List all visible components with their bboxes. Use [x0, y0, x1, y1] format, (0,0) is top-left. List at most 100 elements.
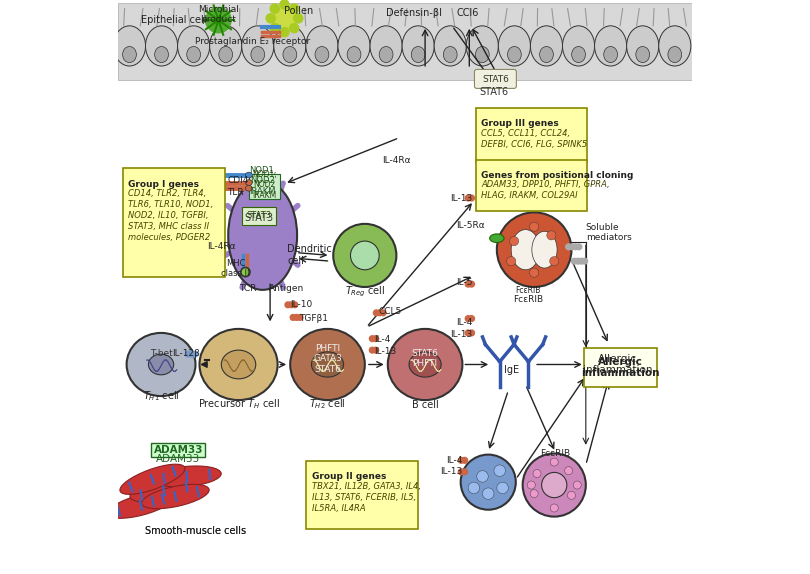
Ellipse shape	[379, 46, 393, 63]
Ellipse shape	[550, 257, 559, 266]
Ellipse shape	[506, 257, 516, 266]
Circle shape	[369, 347, 375, 353]
Text: Pollen: Pollen	[284, 6, 313, 17]
Text: STAT6: STAT6	[482, 75, 509, 84]
Text: Smooth-muscle cells: Smooth-muscle cells	[145, 526, 246, 536]
Text: Smooth-muscle cells: Smooth-muscle cells	[145, 526, 246, 536]
Ellipse shape	[494, 465, 505, 476]
Text: IL-13: IL-13	[374, 347, 397, 356]
Text: Epithelial cell: Epithelial cell	[141, 15, 207, 25]
Circle shape	[458, 469, 464, 475]
Text: Genes from positional cloning: Genes from positional cloning	[481, 171, 633, 180]
Ellipse shape	[108, 492, 174, 518]
Text: Defensin-βI: Defensin-βI	[386, 7, 441, 18]
Circle shape	[290, 24, 299, 33]
Ellipse shape	[388, 329, 463, 400]
Ellipse shape	[122, 46, 136, 63]
FancyBboxPatch shape	[583, 348, 657, 387]
Ellipse shape	[155, 46, 168, 63]
Text: IL-13: IL-13	[440, 467, 463, 476]
Ellipse shape	[572, 46, 586, 63]
Circle shape	[573, 244, 578, 250]
Ellipse shape	[245, 185, 253, 191]
Text: IL-10: IL-10	[290, 300, 313, 309]
Text: IL-5: IL-5	[456, 278, 473, 287]
Circle shape	[565, 244, 572, 250]
Circle shape	[465, 195, 471, 201]
Text: IL-4Rα: IL-4Rα	[207, 242, 236, 251]
Ellipse shape	[142, 484, 209, 509]
Ellipse shape	[130, 479, 198, 502]
Ellipse shape	[511, 230, 540, 270]
Text: ADAM33: ADAM33	[156, 454, 200, 464]
Text: Allergic
inflammation: Allergic inflammation	[582, 354, 652, 375]
Ellipse shape	[565, 467, 573, 475]
Text: IL-4Rα: IL-4Rα	[382, 156, 411, 165]
Ellipse shape	[531, 26, 563, 66]
Ellipse shape	[211, 238, 226, 261]
Ellipse shape	[668, 46, 682, 63]
Ellipse shape	[603, 46, 617, 63]
Text: Soluble
mediators: Soluble mediators	[586, 223, 632, 242]
Circle shape	[578, 258, 584, 264]
FancyBboxPatch shape	[306, 461, 418, 529]
Circle shape	[462, 457, 467, 463]
Ellipse shape	[274, 26, 306, 66]
Circle shape	[285, 302, 291, 308]
Ellipse shape	[508, 46, 522, 63]
Ellipse shape	[126, 333, 195, 396]
Circle shape	[270, 4, 279, 13]
Text: CCL5: CCL5	[378, 307, 401, 316]
Circle shape	[290, 4, 299, 13]
FancyBboxPatch shape	[249, 174, 280, 199]
FancyBboxPatch shape	[242, 207, 276, 225]
Ellipse shape	[475, 46, 489, 63]
Text: PHFTI
GATA3
STAT6: PHFTI GATA3 STAT6	[313, 344, 342, 374]
Ellipse shape	[228, 181, 297, 290]
Circle shape	[469, 330, 475, 336]
Ellipse shape	[338, 26, 370, 66]
Text: TCR: TCR	[239, 284, 257, 293]
Ellipse shape	[241, 26, 274, 66]
Text: MHC
class II: MHC class II	[221, 259, 250, 278]
Text: CDI4: CDI4	[227, 176, 249, 185]
Circle shape	[369, 336, 375, 342]
Ellipse shape	[113, 26, 146, 66]
Ellipse shape	[219, 46, 232, 63]
Ellipse shape	[245, 180, 253, 185]
Circle shape	[373, 310, 379, 316]
Text: $T_{Reg}$ cell: $T_{Reg}$ cell	[344, 284, 385, 298]
Circle shape	[294, 315, 300, 320]
Text: TBX21, IL12B, GATA3, IL4,
IL13, STAT6, FCERIB, IL5,
IL5RA, IL4RA: TBX21, IL12B, GATA3, IL4, IL13, STAT6, F…	[312, 482, 421, 513]
Ellipse shape	[530, 268, 539, 277]
Text: STAT3: STAT3	[244, 213, 273, 223]
Ellipse shape	[152, 466, 221, 487]
Text: $T_{H1}$ cell: $T_{H1}$ cell	[143, 389, 179, 403]
Text: NOD1,
NOD2
IRAKM: NOD1, NOD2 IRAKM	[252, 170, 277, 200]
Text: T-bet: T-bet	[150, 348, 173, 358]
Ellipse shape	[497, 212, 572, 287]
Text: IL-4: IL-4	[456, 318, 473, 327]
Circle shape	[294, 14, 303, 23]
Ellipse shape	[659, 26, 691, 66]
Text: B cell: B cell	[411, 400, 438, 409]
Circle shape	[465, 316, 471, 321]
Ellipse shape	[562, 26, 595, 66]
Text: Prostaglandin E₂ receptor: Prostaglandin E₂ receptor	[195, 37, 310, 46]
Ellipse shape	[245, 172, 253, 178]
Ellipse shape	[477, 471, 488, 482]
Ellipse shape	[187, 46, 201, 63]
Ellipse shape	[542, 472, 567, 498]
Circle shape	[575, 258, 581, 264]
Circle shape	[192, 351, 198, 357]
Ellipse shape	[146, 26, 177, 66]
Text: Allergic
inflammation: Allergic inflammation	[581, 356, 659, 378]
Circle shape	[288, 302, 294, 308]
Ellipse shape	[530, 490, 538, 498]
Ellipse shape	[370, 26, 402, 66]
Circle shape	[462, 469, 467, 475]
Circle shape	[469, 281, 475, 287]
Circle shape	[373, 336, 378, 342]
Text: IL-13: IL-13	[450, 329, 473, 339]
Ellipse shape	[409, 352, 441, 377]
